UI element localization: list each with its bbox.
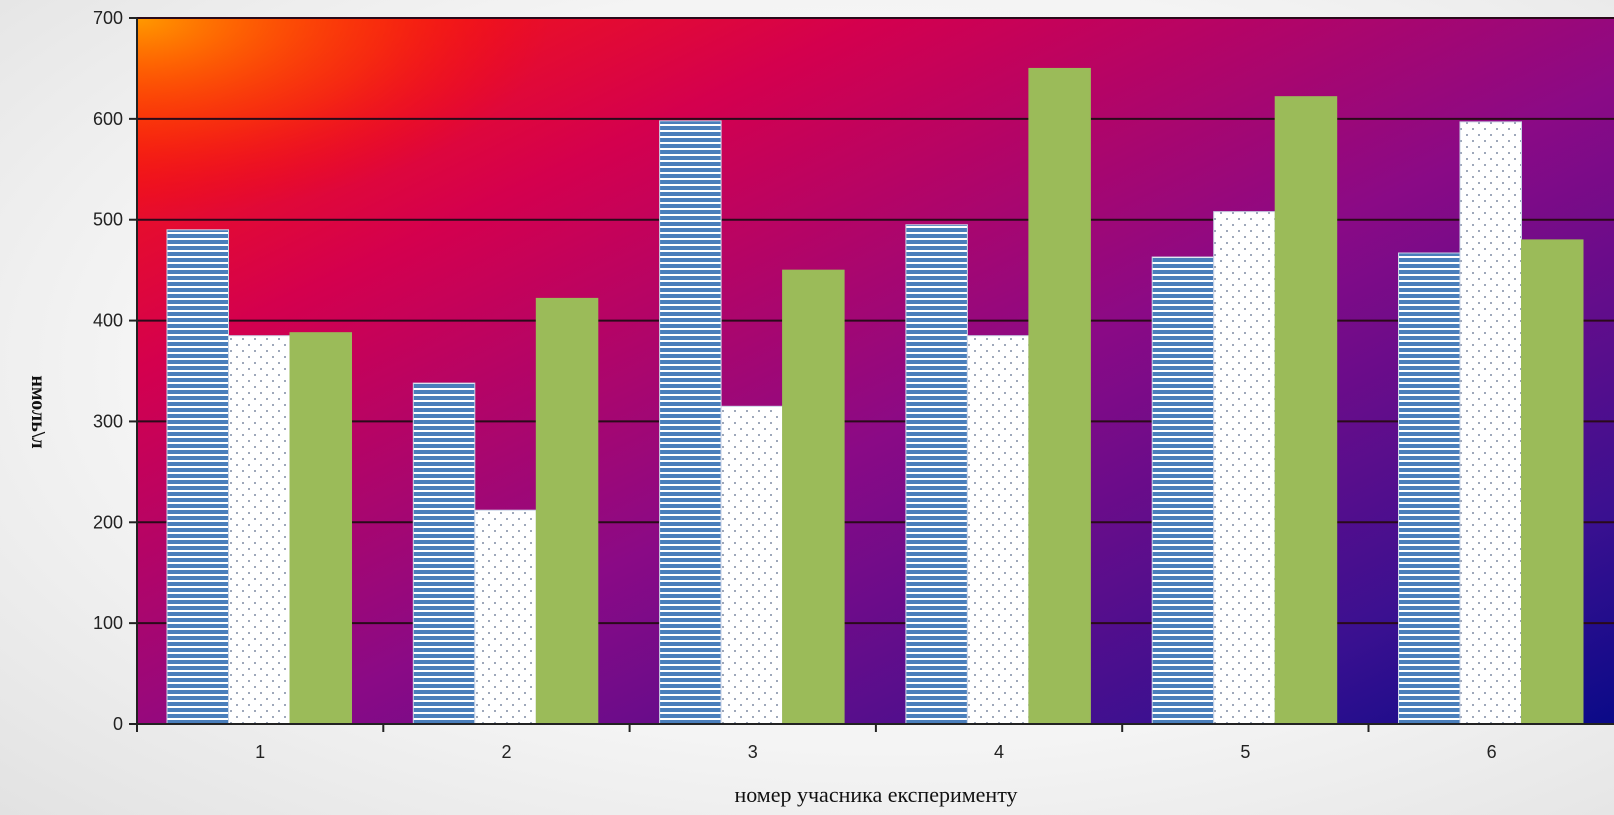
bar-series-1-cat-1 (166, 229, 229, 725)
bar-series-1-cat-5 (1151, 256, 1215, 725)
bar-series-2-cat-2 (474, 509, 537, 725)
bar-series-1-cat-6 (1398, 252, 1461, 725)
bar-series-2-cat-4 (966, 335, 1030, 725)
bar-series-2-cat-6 (1459, 121, 1522, 725)
bar-series-2-cat-1 (228, 335, 291, 725)
bar-series-1-cat-4 (905, 224, 968, 725)
bar-series-1-cat-3 (659, 120, 722, 725)
bar-series-3-cat-6 (1521, 239, 1584, 725)
x-tick-label: 2 (501, 742, 511, 762)
y-tick-label: 600 (93, 109, 123, 129)
y-tick-label: 0 (113, 714, 123, 734)
x-tick-labels: 1 2 3 4 5 6 (255, 742, 1497, 762)
y-tick-label: 500 (93, 210, 123, 230)
gridlines (137, 17, 1614, 625)
y-tick-label: 100 (93, 613, 123, 633)
x-tick-label: 5 (1240, 742, 1250, 762)
x-tick-label: 3 (748, 742, 758, 762)
plot-background-glow (137, 18, 1614, 724)
bars (166, 67, 1584, 725)
axes (129, 17, 1614, 732)
plot-area: 0 100 200 300 400 500 600 700 1 2 3 4 5 6 (93, 8, 1614, 762)
y-tick-label: 400 (93, 311, 123, 331)
bar-series-2-cat-5 (1213, 211, 1276, 725)
bar-series-2-cat-3 (720, 405, 784, 725)
bar-series-3-cat-1 (289, 332, 352, 725)
y-tick-label: 300 (93, 411, 123, 431)
bar-series-3-cat-3 (782, 269, 845, 725)
bar-series-3-cat-2 (535, 297, 599, 725)
x-tick-label: 1 (255, 742, 265, 762)
y-tick-labels: 0 100 200 300 400 500 600 700 (93, 8, 123, 734)
x-axis-title: номер учасника експерименту (734, 782, 1017, 807)
y-tick-label: 200 (93, 512, 123, 532)
bar-series-3-cat-5 (1274, 96, 1338, 725)
y-axis-title: нмоль\л (27, 375, 49, 448)
x-tick-label: 6 (1487, 742, 1497, 762)
bar-series-1-cat-2 (412, 382, 476, 725)
y-tick-label: 700 (93, 8, 123, 28)
bar-series-3-cat-4 (1028, 67, 1091, 725)
x-tick-label: 4 (994, 742, 1004, 762)
